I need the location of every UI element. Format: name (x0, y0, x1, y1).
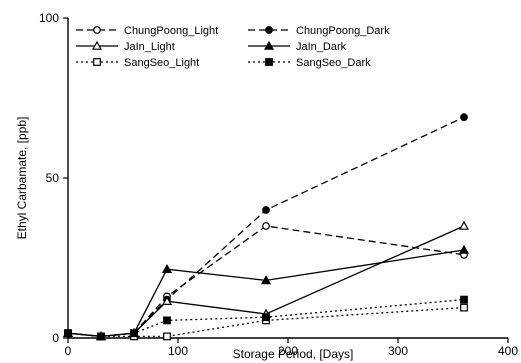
x-tick-label: 400 (498, 344, 518, 358)
x-tick-label: 300 (388, 344, 408, 358)
data-point (163, 316, 171, 325)
series-sangseo-dark (64, 295, 468, 341)
legend-item: ChungPoong_Dark (248, 25, 390, 37)
y-tick-label: 0 (52, 331, 59, 345)
legend-marker (265, 58, 273, 66)
data-point (97, 332, 105, 341)
x-tick-label: 100 (168, 344, 188, 358)
legend-label: JaIn_Dark (296, 41, 347, 53)
legend: ChungPoong_Light ChungPoong_Dark JaIn_Ligh… (76, 25, 390, 69)
data-point (262, 222, 270, 230)
y-axis-title: Ethyl Carbamate, [ppb] (15, 117, 29, 240)
y-tick-label: 50 (46, 171, 60, 185)
x-axis-title: Storage Period, [Days] (233, 347, 354, 361)
data-point (64, 329, 72, 338)
legend-marker (265, 26, 273, 34)
legend-label: ChungPoong_Light (124, 25, 218, 37)
legend-label: SangSeo_Dark (296, 57, 371, 69)
legend-marker (91, 40, 103, 50)
x-tick-label: 0 (65, 344, 72, 358)
data-point (260, 275, 272, 285)
legend-label: ChungPoong_Dark (296, 25, 390, 37)
axes: 0 100 200 300 400 0 50 100 (39, 11, 518, 358)
data-point (161, 295, 173, 305)
legend-label: SangSeo_Light (124, 57, 199, 69)
legend-item: JaIn_Dark (248, 40, 347, 53)
data-point (460, 303, 468, 312)
y-tick-label: 100 (39, 11, 59, 25)
data-point (163, 332, 171, 341)
legend-item: SangSeo_Dark (248, 57, 371, 69)
data-point (262, 313, 270, 322)
series-layer (62, 113, 470, 341)
data-point (262, 206, 270, 214)
data-point (460, 113, 468, 122)
data-point (161, 263, 173, 273)
series-jain-dark (62, 244, 470, 341)
legend-marker (263, 40, 275, 50)
legend-marker (93, 26, 101, 34)
legend-marker (93, 58, 101, 66)
x-tick-label: 200 (278, 344, 298, 358)
data-point (460, 295, 468, 304)
legend-item: SangSeo_Light (76, 57, 199, 69)
data-point (458, 244, 470, 254)
data-point (458, 220, 470, 230)
data-point (130, 329, 138, 338)
legend-item: ChungPoong_Light (76, 25, 218, 37)
legend-label: JaIn_Light (124, 41, 175, 53)
series-line (67, 249, 465, 338)
legend-item: JaIn_Light (76, 40, 175, 53)
